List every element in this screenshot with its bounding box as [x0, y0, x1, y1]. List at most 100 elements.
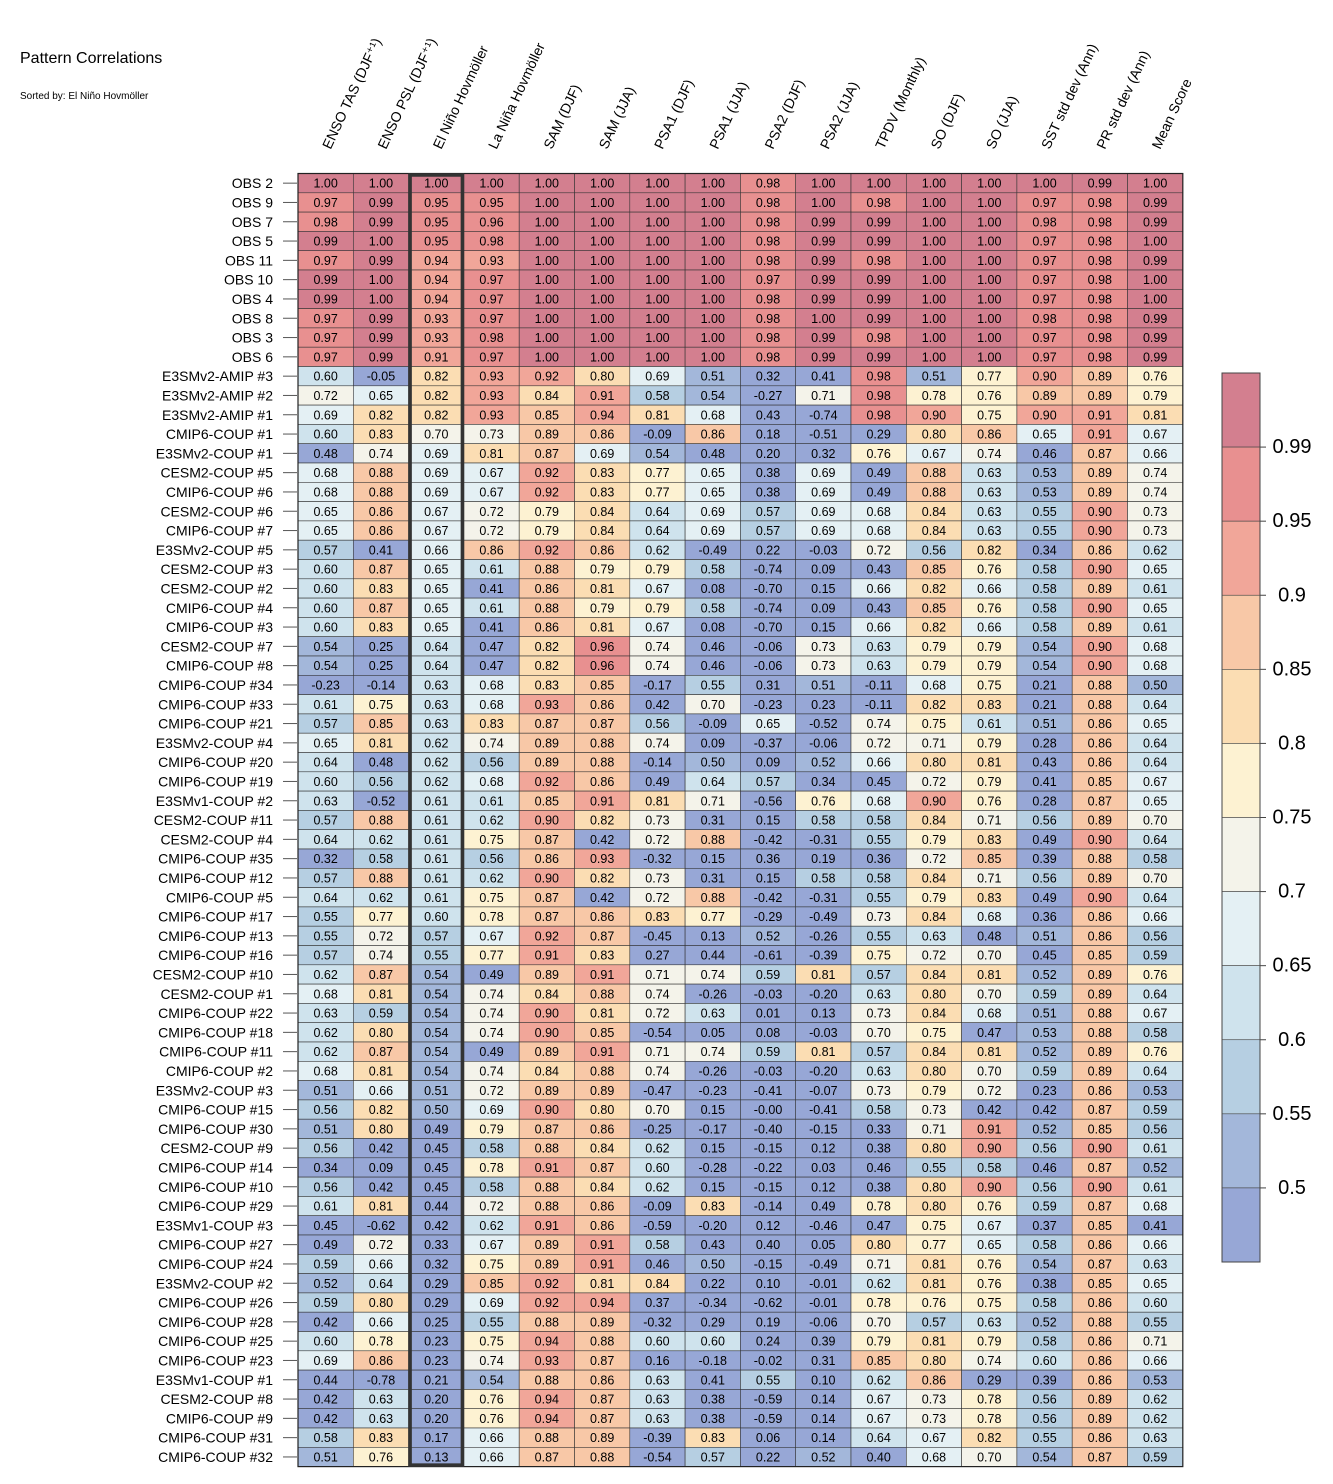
cell-value: 0.43 [866, 601, 890, 615]
cell-value: 0.76 [922, 1296, 946, 1310]
row-label: CESM2-COUP #4 [160, 831, 273, 847]
cell-value: 0.84 [645, 1277, 669, 1291]
cell-value: 0.74 [1143, 466, 1167, 480]
cell-value: 1.00 [535, 215, 559, 229]
row-label: CMIP6-COUP #17 [158, 909, 273, 925]
cell-value: 0.72 [479, 505, 503, 519]
cell-value: 0.91 [590, 1257, 614, 1271]
cell-value: 0.79 [922, 1084, 946, 1098]
cell-value: 0.63 [866, 659, 890, 673]
chart-subtitle: Sorted by: El Niño Hovmöller [20, 91, 149, 102]
cell-value: 1.00 [866, 177, 890, 191]
cell-value: 0.67 [922, 447, 946, 461]
cell-value: -0.31 [809, 833, 838, 847]
cell-value: 0.54 [424, 968, 448, 982]
cell-value: 0.57 [701, 1450, 725, 1464]
cell-value: 0.67 [1143, 428, 1167, 442]
cell-value: 1.00 [701, 215, 725, 229]
cell-value: 1.00 [645, 215, 669, 229]
cell-value: 0.38 [866, 1180, 890, 1194]
cell-value: 0.08 [701, 621, 725, 635]
cell-value: 0.56 [479, 852, 503, 866]
cell-value: 0.99 [866, 235, 890, 249]
cell-value: 0.56 [1032, 1412, 1056, 1426]
cell-value: 0.64 [645, 524, 669, 538]
cell-value: 0.69 [701, 505, 725, 519]
cell-value: 0.63 [866, 1064, 890, 1078]
cell-value: 0.61 [424, 891, 448, 905]
cell-value: 0.79 [535, 505, 559, 519]
cell-value: 0.24 [756, 1335, 780, 1349]
column-header: SO (DJF) [927, 91, 966, 151]
cell-value: -0.14 [643, 756, 672, 770]
row-label: E3SMv2-AMIP #1 [162, 407, 273, 423]
cell-value: 0.95 [479, 196, 503, 210]
cell-value: -0.32 [643, 1315, 672, 1329]
cell-value: 0.61 [313, 1200, 337, 1214]
cell-value: 1.00 [811, 312, 835, 326]
cell-value: 0.97 [1032, 273, 1056, 287]
cell-value: 0.81 [645, 794, 669, 808]
cell-value: 0.48 [701, 447, 725, 461]
cell-value: 0.55 [424, 949, 448, 963]
cell-value: 0.77 [369, 910, 393, 924]
cell-value: 0.74 [1143, 485, 1167, 499]
cell-value: 0.92 [535, 929, 559, 943]
cell-value: 0.85 [535, 408, 559, 422]
cell-value: 0.42 [313, 1315, 337, 1329]
cell-value: 0.38 [701, 1412, 725, 1426]
cell-value: 0.60 [701, 1335, 725, 1349]
cell-value: 0.87 [590, 929, 614, 943]
cell-value: 0.98 [479, 331, 503, 345]
cell-value: 0.55 [866, 833, 890, 847]
cell-value: 0.98 [1088, 292, 1112, 306]
cell-value: 0.45 [313, 1219, 337, 1233]
cell-value: 0.72 [866, 543, 890, 557]
cell-value: 0.43 [756, 408, 780, 422]
cell-value: 0.67 [866, 1412, 890, 1426]
cell-value: 0.98 [479, 235, 503, 249]
cell-value: 0.62 [424, 775, 448, 789]
cell-value: 0.79 [866, 1335, 890, 1349]
cell-value: 0.09 [811, 601, 835, 615]
row-label: E3SMv2-COUP #4 [156, 735, 273, 751]
cell-value: 0.80 [590, 370, 614, 384]
cell-value: 0.65 [1143, 717, 1167, 731]
cell-value: 0.85 [922, 563, 946, 577]
cell-value: 0.85 [369, 717, 393, 731]
cell-value: 0.81 [369, 736, 393, 750]
cell-value: 0.56 [313, 1180, 337, 1194]
cell-value: 0.42 [369, 1180, 393, 1194]
cell-value: 0.73 [645, 814, 669, 828]
cell-value: 0.81 [922, 1335, 946, 1349]
cell-value: 0.58 [811, 814, 835, 828]
cell-value: 0.94 [590, 408, 614, 422]
cell-value: -0.61 [754, 949, 783, 963]
cell-value: 0.90 [1088, 601, 1112, 615]
cell-value: 0.70 [645, 1103, 669, 1117]
cell-value: 0.48 [369, 756, 393, 770]
cell-value: 0.60 [1143, 1296, 1167, 1310]
cell-value: 0.49 [313, 1238, 337, 1252]
cell-value: 0.58 [866, 1103, 890, 1117]
cell-value: 0.31 [701, 814, 725, 828]
cell-value: 0.82 [590, 814, 614, 828]
row-label: CMIP6-COUP #15 [158, 1102, 273, 1118]
cell-value: 0.61 [424, 833, 448, 847]
cell-value: 0.68 [922, 1450, 946, 1464]
cell-value: 0.84 [922, 505, 946, 519]
cell-value: 0.95 [424, 215, 448, 229]
cell-value: 0.78 [479, 1161, 503, 1175]
cell-value: 0.40 [756, 1238, 780, 1252]
cell-value: 0.80 [369, 1296, 393, 1310]
cell-value: 0.89 [1032, 389, 1056, 403]
cell-value: -0.03 [754, 987, 783, 1001]
cell-value: 0.63 [977, 524, 1001, 538]
cell-value: 0.68 [479, 678, 503, 692]
row-label: CMIP6-COUP #30 [158, 1121, 273, 1137]
cell-value: 0.74 [479, 987, 503, 1001]
cell-value: 0.56 [1032, 814, 1056, 828]
cell-value: 0.87 [1088, 794, 1112, 808]
cell-value: -0.20 [809, 987, 838, 1001]
cell-value: 0.66 [977, 582, 1001, 596]
